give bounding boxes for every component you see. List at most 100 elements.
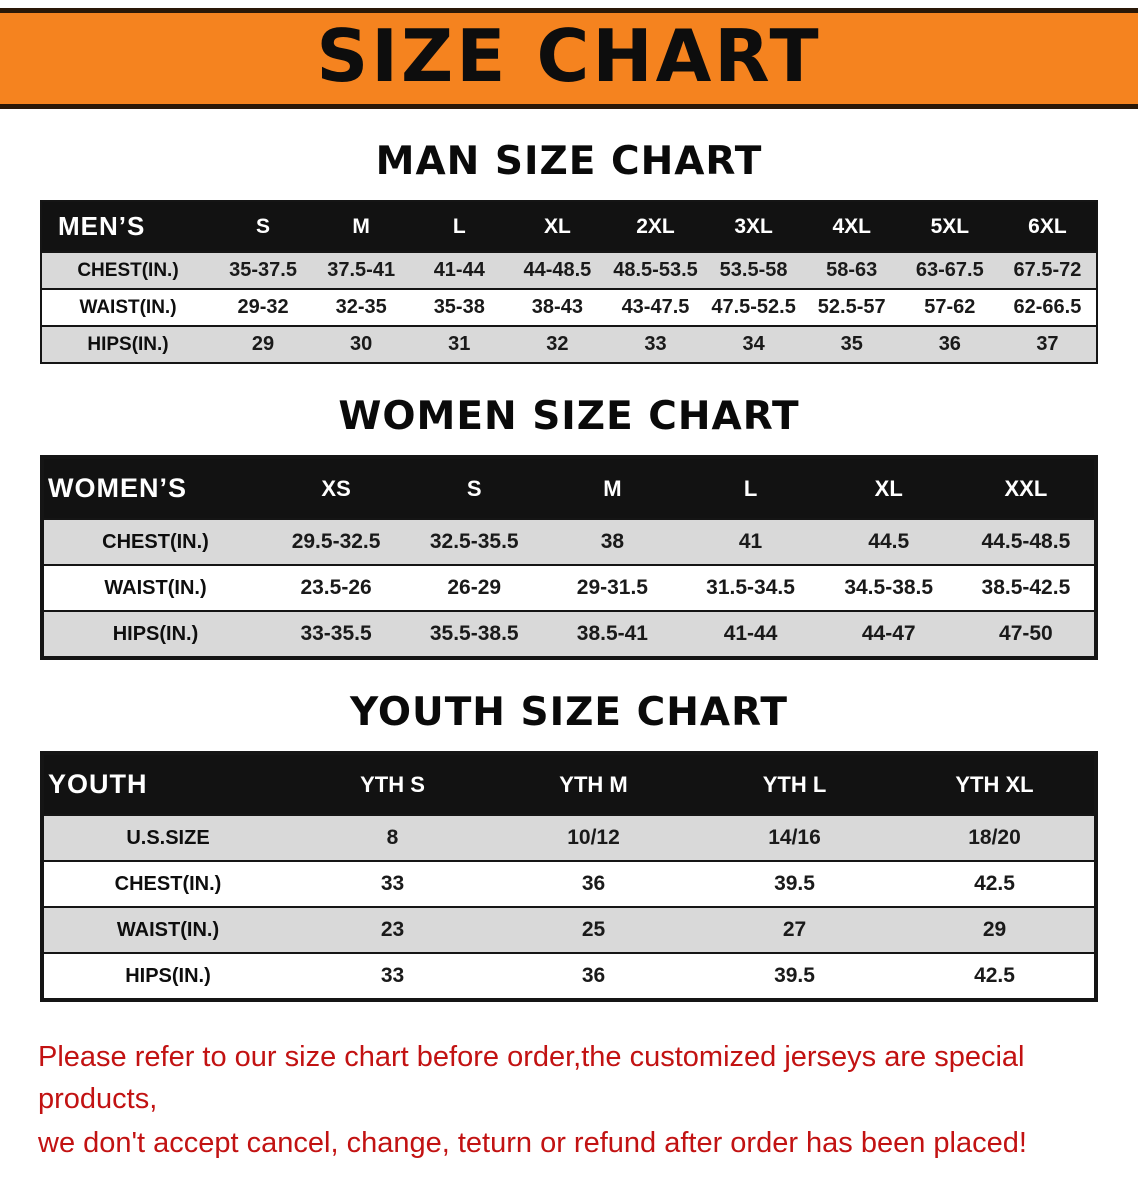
size-value: 44.5 (819, 518, 958, 566)
size-value: 63-67.5 (900, 251, 999, 290)
size-value: 35-37.5 (214, 251, 313, 290)
row-label: WAIST(IN.) (42, 564, 267, 612)
size-value: 33 (292, 952, 493, 1001)
row-label: U.S.SIZE (42, 814, 292, 862)
row-label: HIPS(IN.) (42, 610, 267, 659)
youth-section: YOUTH SIZE CHART YOUTH YTH S YTH M YTH L YTH… (0, 690, 1138, 1003)
size-value: 39.5 (694, 860, 895, 908)
size-value: 23.5-26 (267, 564, 406, 612)
size-value: 10/12 (493, 814, 694, 862)
row-label: HIPS(IN.) (42, 952, 292, 1001)
women-size-table: WOMEN’S XS S M L XL XXL CHEST(IN.) 29.5-32.5 32.5… (40, 455, 1098, 661)
size-value: 29-32 (214, 288, 313, 327)
size-value: 29-31.5 (543, 564, 682, 612)
size-column-header: M (312, 201, 411, 253)
size-column-header: L (681, 457, 820, 520)
size-value: 43-47.5 (606, 288, 705, 327)
table-row: HIPS(IN.) 33-35.5 35.5-38.5 38.5-41 41-44 44-… (42, 610, 1096, 659)
table-row: WAIST(IN.) 23.5-26 26-29 29-31.5 31.5-34.5 34… (42, 564, 1096, 612)
size-value: 36 (900, 325, 999, 364)
size-column-header: L (410, 201, 509, 253)
size-value: 44.5-48.5 (957, 518, 1096, 566)
size-value: 38.5-42.5 (957, 564, 1096, 612)
size-value: 32 (508, 325, 607, 364)
size-column-header: YTH S (292, 753, 493, 816)
youth-size-table: YOUTH YTH S YTH M YTH L YTH XL U.S.SIZE 8 10/12… (40, 751, 1098, 1003)
size-column-header: XL (819, 457, 958, 520)
row-label: WAIST(IN.) (41, 288, 214, 327)
size-value: 67.5-72 (998, 251, 1097, 290)
size-value: 52.5-57 (802, 288, 901, 327)
size-value: 38-43 (508, 288, 607, 327)
row-label: WAIST(IN.) (42, 906, 292, 954)
size-value: 34.5-38.5 (819, 564, 958, 612)
size-value: 44-48.5 (508, 251, 607, 290)
size-column-header: S (214, 201, 313, 253)
table-corner-label: MEN’S (41, 201, 214, 253)
notice-line-2: we don't accept cancel, change, teturn o… (38, 1127, 1027, 1160)
size-value: 23 (292, 906, 493, 954)
size-value: 39.5 (694, 952, 895, 1001)
size-column-header: XS (267, 457, 406, 520)
size-column-header: M (543, 457, 682, 520)
size-value: 41-44 (410, 251, 509, 290)
size-value: 29 (895, 906, 1096, 954)
size-column-header: 6XL (998, 201, 1097, 253)
size-value: 33 (292, 860, 493, 908)
table-row: HIPS(IN.) 33 36 39.5 42.5 (42, 952, 1096, 1001)
size-value: 32-35 (312, 288, 411, 327)
size-value: 58-63 (802, 251, 901, 290)
size-value: 41-44 (681, 610, 820, 659)
size-chart-page: SIZE CHART MAN SIZE CHART MEN’S S M L XL 2XL 3… (0, 8, 1138, 1164)
size-column-header: S (405, 457, 544, 520)
size-value: 29 (214, 325, 313, 364)
size-value: 47-50 (957, 610, 1096, 659)
size-column-header: XXL (957, 457, 1096, 520)
size-value: 35 (802, 325, 901, 364)
size-value: 31.5-34.5 (681, 564, 820, 612)
women-section: WOMEN SIZE CHART WOMEN’S XS S M L XL XXL CHEST(… (0, 394, 1138, 661)
size-value: 25 (493, 906, 694, 954)
men-size-table: MEN’S S M L XL 2XL 3XL 4XL 5XL 6XL CHEST(IN.) 35-37… (40, 200, 1098, 365)
size-value: 34 (704, 325, 803, 364)
table-row: WAIST(IN.) 23 25 27 29 (42, 906, 1096, 954)
table-corner-label: WOMEN’S (42, 457, 267, 520)
women-section-heading: WOMEN SIZE CHART (338, 394, 800, 440)
size-value: 36 (493, 860, 694, 908)
size-value: 35-38 (410, 288, 509, 327)
size-value: 38.5-41 (543, 610, 682, 659)
size-value: 26-29 (405, 564, 544, 612)
table-row: HIPS(IN.) 29 30 31 32 33 34 35 36 37 (41, 325, 1097, 364)
size-value: 33 (606, 325, 705, 364)
table-header-row: MEN’S S M L XL 2XL 3XL 4XL 5XL 6XL (41, 201, 1097, 253)
table-row: WAIST(IN.) 29-32 32-35 35-38 38-43 43-47.5 47.… (41, 288, 1097, 327)
size-column-header: 2XL (606, 201, 705, 253)
size-value: 48.5-53.5 (606, 251, 705, 290)
page-title: SIZE CHART (316, 14, 822, 98)
row-label: CHEST(IN.) (42, 860, 292, 908)
size-value: 30 (312, 325, 411, 364)
row-label: HIPS(IN.) (41, 325, 214, 364)
size-column-header: 3XL (704, 201, 803, 253)
table-corner-label: YOUTH (42, 753, 292, 816)
youth-section-heading: YOUTH SIZE CHART (350, 690, 788, 736)
size-value: 35.5-38.5 (405, 610, 544, 659)
size-value: 47.5-52.5 (704, 288, 803, 327)
size-value: 62-66.5 (998, 288, 1097, 327)
size-value: 44-47 (819, 610, 958, 659)
size-value: 29.5-32.5 (267, 518, 406, 566)
table-header-row: WOMEN’S XS S M L XL XXL (42, 457, 1096, 520)
size-column-header: XL (508, 201, 607, 253)
size-value: 18/20 (895, 814, 1096, 862)
size-value: 31 (410, 325, 509, 364)
row-label: CHEST(IN.) (41, 251, 214, 290)
table-row: CHEST(IN.) 35-37.5 37.5-41 41-44 44-48.5 48.5… (41, 251, 1097, 290)
size-value: 8 (292, 814, 493, 862)
table-row: CHEST(IN.) 29.5-32.5 32.5-35.5 38 41 44.5 44.5… (42, 518, 1096, 566)
size-value: 37 (998, 325, 1097, 364)
table-header-row: YOUTH YTH S YTH M YTH L YTH XL (42, 753, 1096, 816)
size-column-header: YTH XL (895, 753, 1096, 816)
row-label: CHEST(IN.) (42, 518, 267, 566)
size-value: 27 (694, 906, 895, 954)
size-value: 42.5 (895, 860, 1096, 908)
